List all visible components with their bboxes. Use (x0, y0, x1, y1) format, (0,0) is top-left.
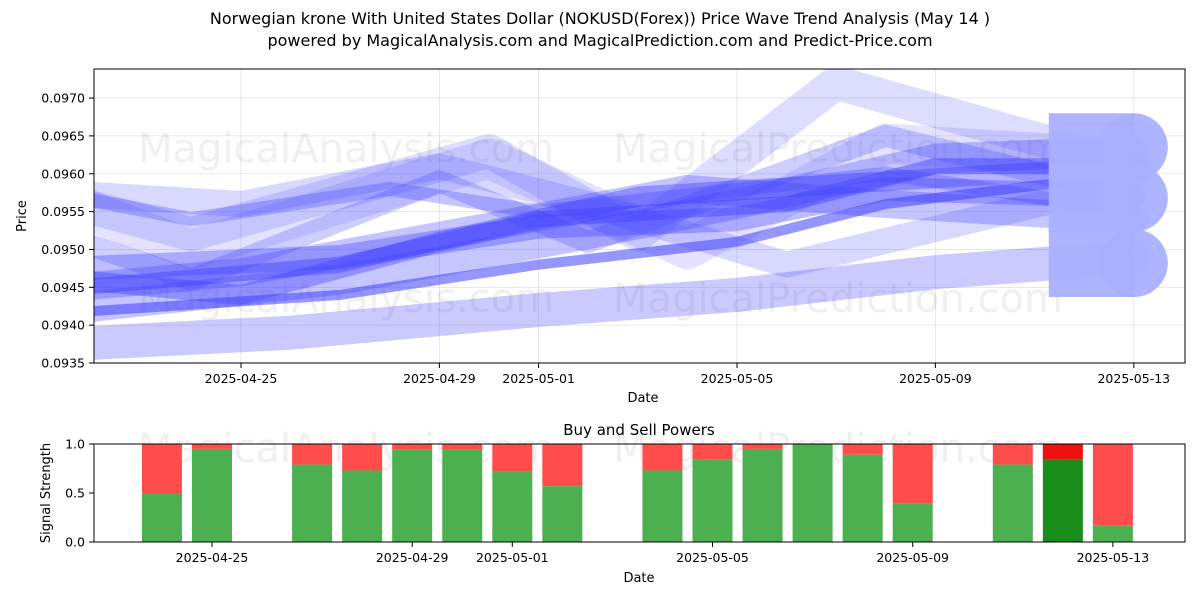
sell-power-bar (292, 444, 333, 465)
signal-y-axis: 0.0 0.5 1.0 (65, 437, 94, 550)
sell-power-bar (392, 444, 433, 450)
signal-bars (141, 444, 1133, 542)
sell-power-bar (1092, 444, 1133, 526)
sell-power-bar (692, 444, 733, 460)
chart-title: Norwegian krone With United States Dolla… (209, 9, 991, 28)
sell-power-bar (342, 444, 383, 471)
price-y-tick-label: 0.0970 (41, 91, 85, 106)
price-wave-series (94, 69, 1168, 360)
price-wave-line (94, 168, 1139, 317)
price-watermarks: MagicalAnalysis.com MagicalPrediction.co… (138, 126, 1063, 322)
buy-power-bar (792, 444, 833, 542)
price-x-axis: 2025-04-25 2025-04-29 2025-05-01 2025-05-05… (205, 363, 1170, 386)
price-x-tick-label: 2025-05-05 (701, 371, 774, 386)
price-y-axis-label: Price (15, 200, 30, 232)
price-wave-line (94, 136, 1149, 322)
signal-x-tick-label: 2025-05-13 (1077, 550, 1150, 565)
signal-y-axis-label: Signal Strength (39, 443, 54, 543)
watermark-prediction-top: MagicalPrediction.com (613, 126, 1063, 172)
price-x-axis-label: Date (627, 391, 658, 406)
buy-power-bar (342, 470, 383, 542)
signal-x-tick-label: 2025-05-09 (876, 550, 949, 565)
price-end-marker (1099, 229, 1168, 298)
buy-power-bar (192, 448, 232, 542)
sell-power-bar (141, 444, 182, 493)
signal-y-tick-label: 1.0 (65, 437, 85, 452)
price-wave-line (94, 69, 1151, 252)
price-wave-line (94, 174, 1148, 300)
sell-power-bar (192, 444, 232, 449)
price-wave-line (94, 240, 1151, 360)
buy-power-bar (992, 464, 1033, 542)
price-y-tick-label: 0.0960 (41, 166, 85, 181)
price-wave-line (94, 123, 1154, 270)
price-plot-background (94, 69, 1185, 363)
buy-power-bar (892, 503, 933, 542)
price-y-tick-label: 0.0935 (41, 356, 85, 371)
signal-x-tick-label: 2025-05-05 (676, 550, 749, 565)
sell-power-bar (992, 444, 1033, 465)
sell-power-bar (842, 444, 883, 455)
signal-x-tick-label: 2025-04-25 (176, 550, 249, 565)
watermark-prediction-bottom: MagicalPrediction.com (613, 276, 1063, 322)
sell-power-bar (442, 444, 483, 450)
sell-power-bar (542, 444, 583, 487)
buy-power-bar (141, 493, 182, 542)
signal-x-tick-label: 2025-04-29 (376, 550, 449, 565)
price-x-tick-label: 2025-05-09 (899, 371, 972, 386)
buy-sell-power-chart: Buy and Sell Powers MagicalAnalysis.com … (39, 421, 1186, 586)
chart-subtitle: powered by MagicalAnalysis.com and Magic… (267, 31, 933, 50)
buy-power-bar (742, 448, 783, 542)
buy-power-bar (392, 449, 433, 542)
price-y-axis: 0.0935 0.0940 0.0945 0.0950 0.0955 0.0960 0.09… (41, 91, 94, 371)
price-plot-frame (93, 68, 1186, 364)
buy-sell-title: Buy and Sell Powers (563, 421, 715, 439)
watermark-analysis-top: MagicalAnalysis.com (138, 126, 554, 172)
buy-power-bar (1092, 525, 1133, 542)
price-wave-line (94, 124, 1145, 291)
price-wave-line (94, 153, 1147, 278)
buy-power-bar (292, 464, 333, 542)
signal-y-tick-label: 0.5 (65, 486, 85, 501)
price-wave-line (94, 176, 1146, 280)
signal-x-axis-label: Date (623, 571, 654, 586)
signal-x-tick-label: 2025-05-01 (476, 550, 549, 565)
buy-power-bar (542, 486, 583, 542)
price-wave-line (94, 158, 1142, 295)
sell-power-bar (1042, 444, 1083, 460)
price-x-tick-label: 2025-05-01 (502, 371, 575, 386)
sell-power-bar (642, 444, 683, 471)
signal-y-tick-label: 0.0 (65, 535, 85, 550)
buy-power-bar (842, 454, 883, 542)
sell-power-bar (892, 444, 933, 504)
sell-power-bar (742, 444, 783, 449)
buy-power-bar (642, 470, 683, 542)
price-wave-line (94, 166, 1141, 227)
price-y-tick-label: 0.0965 (41, 128, 85, 143)
buy-power-bar (692, 459, 733, 542)
price-wave-line (94, 156, 1144, 305)
buy-power-bar (442, 449, 483, 542)
price-end-marker (1099, 163, 1168, 232)
price-x-tick-label: 2025-04-29 (403, 371, 476, 386)
signal-x-axis: 2025-04-25 2025-04-29 2025-05-01 2025-05-05… (176, 542, 1150, 565)
price-x-tick-label: 2025-05-13 (1097, 371, 1170, 386)
sell-power-bar (492, 444, 533, 472)
price-x-tick-label: 2025-04-25 (205, 371, 278, 386)
watermark-prediction-signal: MagicalPrediction.com (613, 426, 1063, 472)
buy-power-bar (1042, 459, 1083, 542)
buy-power-bar (492, 471, 533, 542)
price-wave-chart: MagicalAnalysis.com MagicalPrediction.co… (15, 68, 1186, 406)
price-y-tick-label: 0.0955 (41, 204, 85, 219)
price-y-tick-label: 0.0950 (41, 242, 85, 257)
price-y-tick-label: 0.0940 (41, 318, 85, 333)
price-y-tick-label: 0.0945 (41, 280, 85, 295)
